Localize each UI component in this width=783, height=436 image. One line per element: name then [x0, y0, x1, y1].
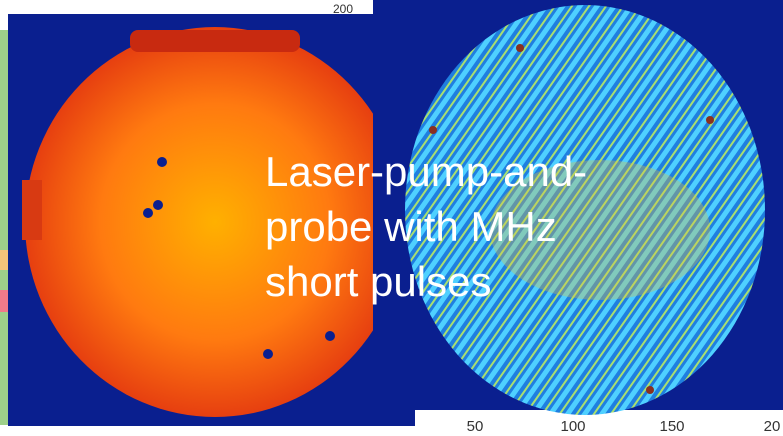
overlay-text: Laser-pump-and- — [265, 148, 587, 195]
left-strip — [0, 30, 8, 425]
top-label: 200 — [333, 2, 353, 16]
x-tick-label: 150 — [659, 418, 684, 435]
page: {"top_label": "200", "overlay_text": ["L… — [0, 0, 783, 436]
overlay-text: short pulses — [265, 258, 491, 305]
x-tick-label: 50 — [467, 418, 484, 435]
slide: 200 50 100 150 20 Laser-pump-and-probe with… — [0, 0, 783, 436]
x-tick-label: 100 — [560, 418, 585, 435]
x-tick-label: 20 — [764, 418, 781, 435]
overlay-text: probe with MHz — [265, 203, 557, 250]
